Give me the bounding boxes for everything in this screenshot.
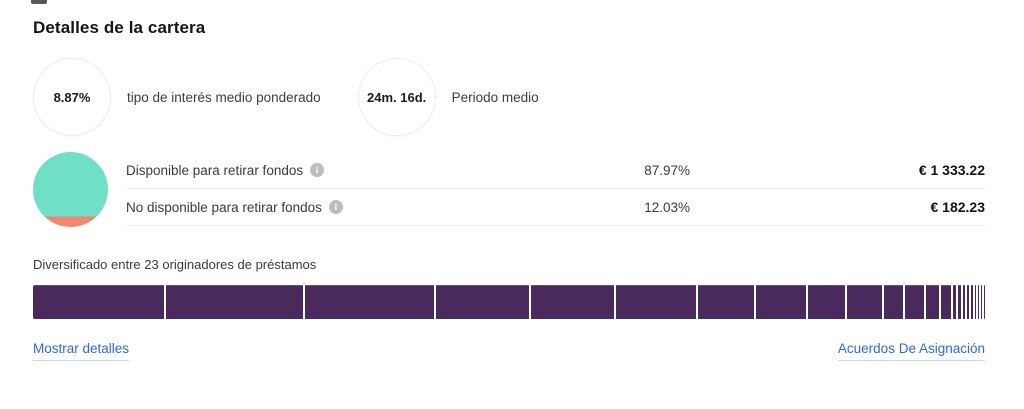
withdrawal-pie-chart (33, 152, 108, 227)
originator-segment[interactable] (984, 285, 985, 319)
originator-segment[interactable] (925, 285, 940, 319)
stat-circle: 8.87% (33, 58, 111, 136)
withdrawal-breakdown: Disponible para retirar fondos 87.97% € … (33, 152, 985, 227)
originator-segment[interactable] (904, 285, 924, 319)
row-label-wrap: No disponible para retirar fondos (126, 200, 570, 215)
diversification-label: Diversificado entre 23 originadores de p… (33, 257, 317, 272)
originator-segment[interactable] (165, 285, 303, 319)
row-percent: 12.03% (644, 199, 690, 215)
info-icon[interactable] (310, 163, 325, 177)
row-label: No disponible para retirar fondos (126, 199, 322, 215)
stat-label: Periodo medio (451, 89, 539, 105)
originator-segment[interactable] (808, 285, 846, 319)
diversification-section: Diversificado entre 23 originadores de p… (33, 257, 985, 319)
clipped-element-artifact (31, 0, 47, 4)
stat-value: 24m. 16d. (367, 89, 427, 105)
diversification-bar (33, 285, 985, 319)
originator-segment[interactable] (436, 285, 529, 319)
originator-segment[interactable] (981, 285, 982, 319)
originator-segment[interactable] (974, 285, 976, 319)
originator-segment[interactable] (971, 285, 973, 319)
assignment-agreements-link[interactable]: Acuerdos De Asignación (837, 341, 985, 361)
originator-segment[interactable] (978, 285, 979, 319)
originator-segment[interactable] (963, 285, 966, 319)
page-title: Detalles de la cartera (33, 18, 206, 37)
row-amount: € 1 333.22 (918, 162, 985, 178)
row-label-wrap: Disponible para retirar fondos (126, 163, 570, 178)
row-label: Disponible para retirar fondos (126, 162, 304, 178)
stats-row: 8.87% tipo de interés medio ponderado 24… (33, 58, 985, 136)
originator-segment[interactable] (883, 285, 903, 319)
stat-circle: 24m. 16d. (357, 58, 436, 136)
originator-segment[interactable] (616, 285, 697, 319)
stat-average-period: 24m. 16d. Periodo medio (357, 58, 539, 136)
stat-weighted-interest-rate: 8.87% tipo de interés medio ponderado (33, 58, 321, 136)
footer-links: Mostrar detalles Acuerdos De Asignación (33, 341, 985, 361)
table-row-available: Disponible para retirar fondos 87.97% € … (126, 152, 985, 189)
breakdown-rows: Disponible para retirar fondos 87.97% € … (126, 152, 985, 226)
info-icon[interactable] (328, 200, 343, 214)
originator-segment[interactable] (698, 285, 754, 319)
table-row-not-available: No disponible para retirar fondos 12.03%… (126, 189, 985, 226)
originator-segment[interactable] (847, 285, 882, 319)
stat-value: 8.87% (53, 89, 91, 105)
originator-segment[interactable] (755, 285, 807, 319)
originator-segment[interactable] (941, 285, 951, 319)
stat-label: tipo de interés medio ponderado (127, 89, 321, 105)
row-amount: € 182.23 (930, 199, 986, 215)
originator-segment[interactable] (530, 285, 615, 319)
originator-segment[interactable] (33, 285, 164, 319)
originator-segment[interactable] (304, 285, 435, 319)
row-percent: 87.97% (644, 162, 690, 178)
originator-segment[interactable] (952, 285, 957, 319)
show-details-link[interactable]: Mostrar detalles (33, 341, 130, 361)
originator-segment[interactable] (958, 285, 962, 319)
originator-segment[interactable] (967, 285, 970, 319)
